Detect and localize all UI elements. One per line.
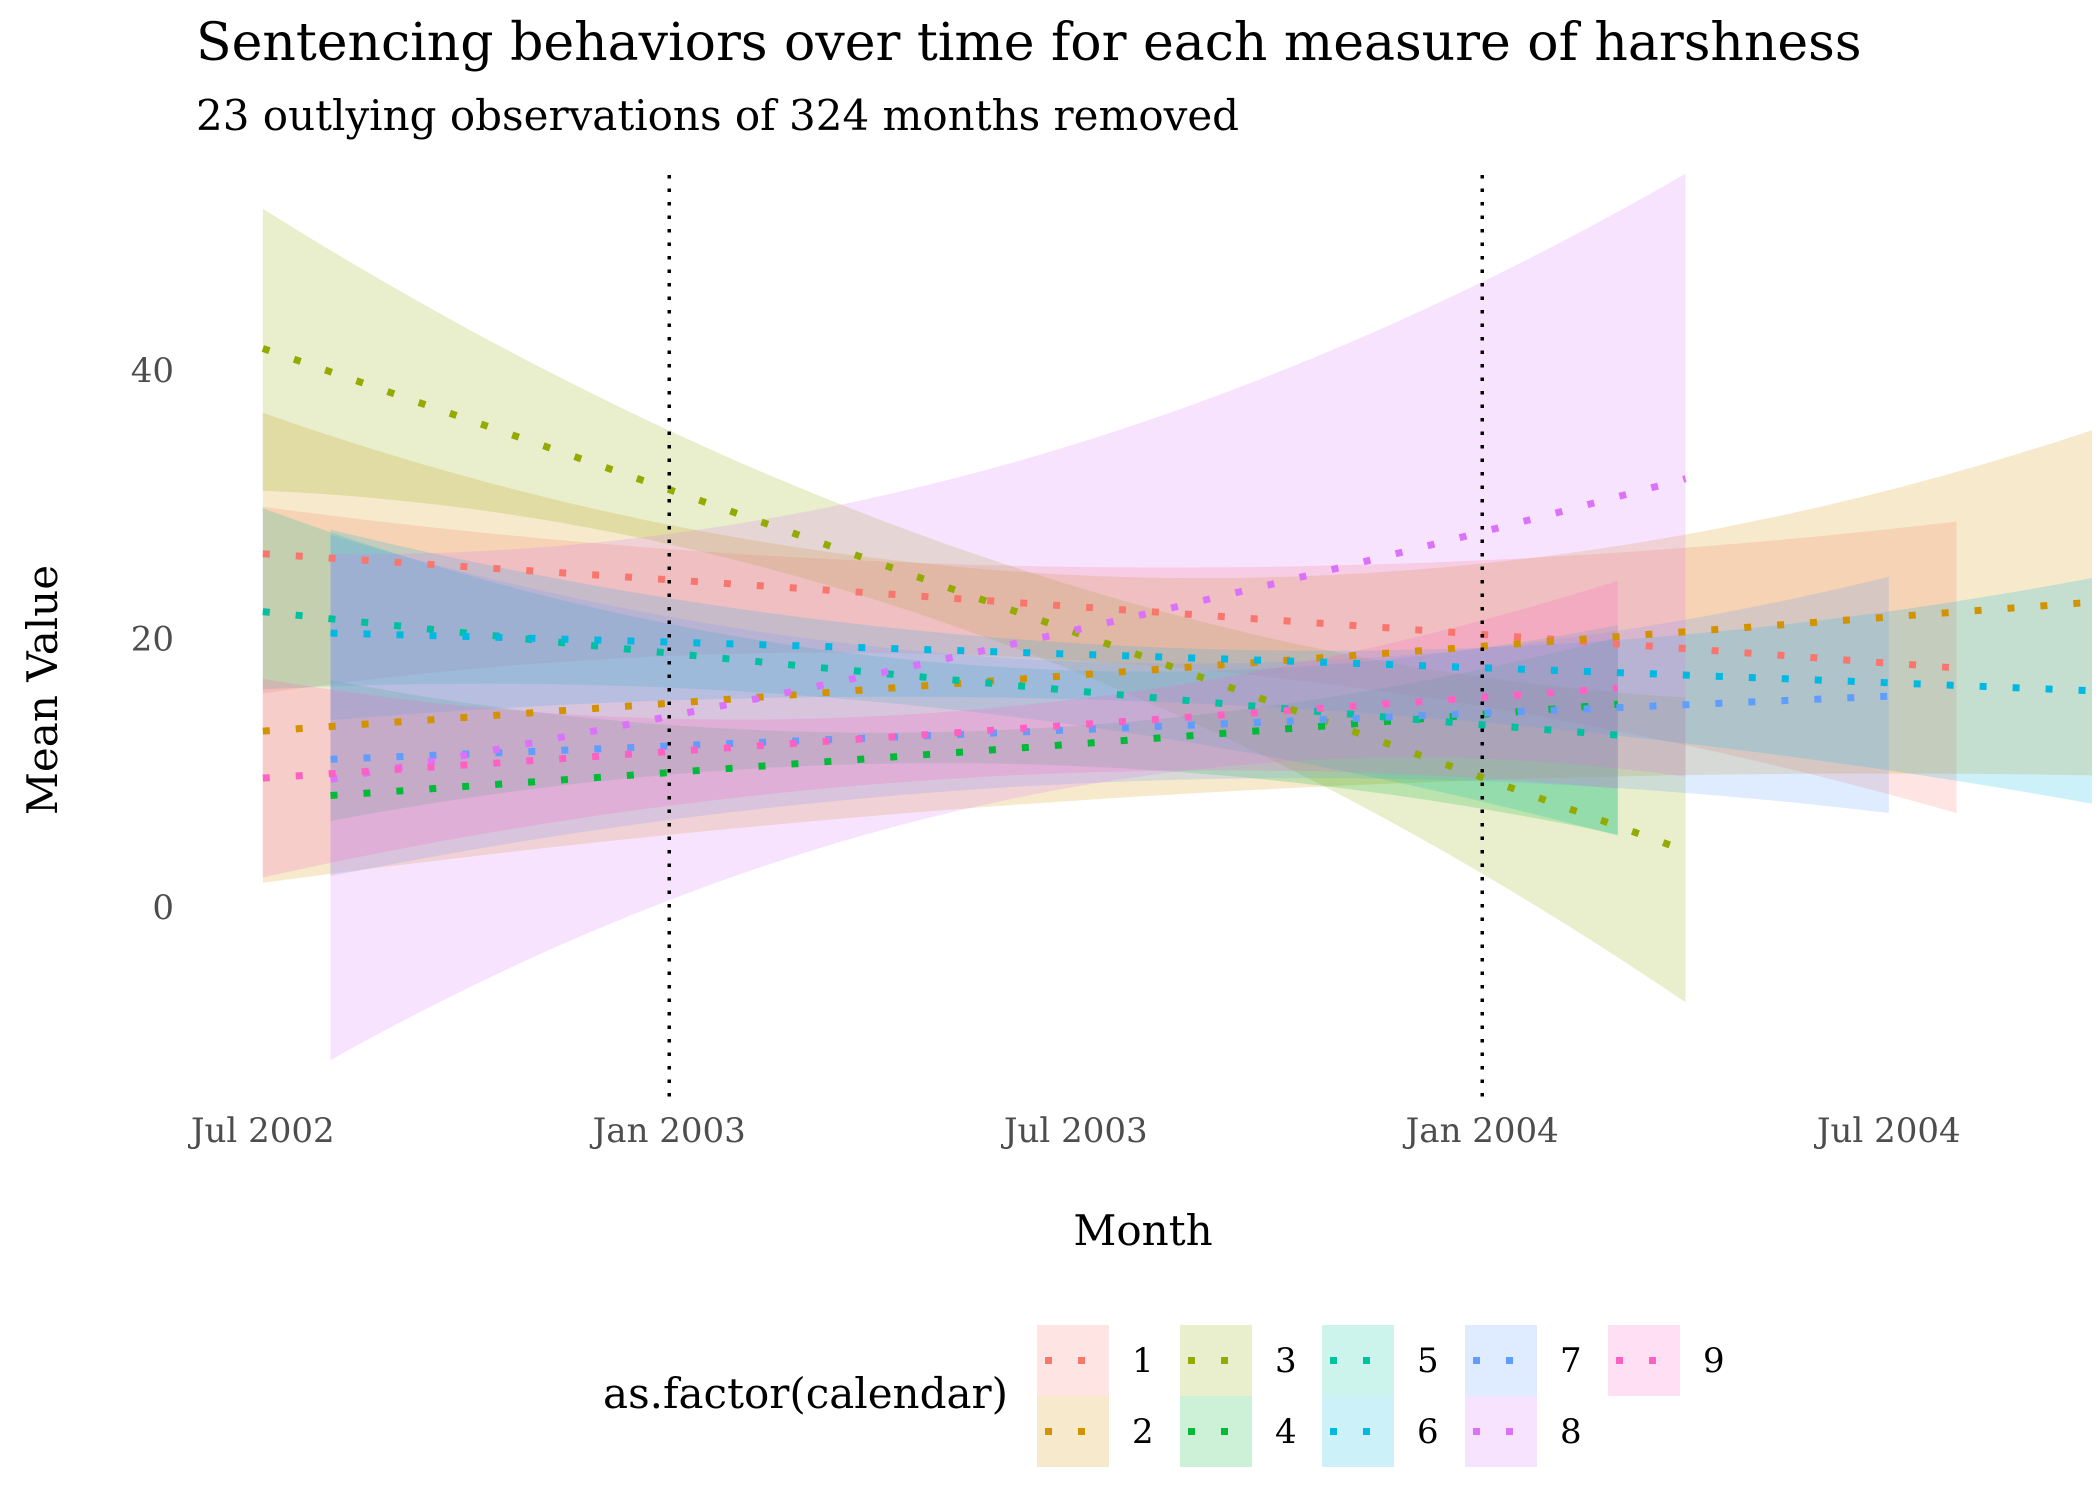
legend-label: 6 [1417, 1412, 1439, 1452]
ribbon-series-9 [262, 580, 1618, 878]
ribbon-series-2 [262, 412, 2092, 883]
axes: 0 20 40 Jul 2002 Jan 2003 Jul 2003 Jan 2004 Jul… [131, 351, 1961, 1151]
legend-label: 3 [1275, 1341, 1297, 1381]
line-group [261, 345, 2093, 854]
ribbon-series-4 [330, 637, 1618, 835]
ribbon-series-8 [330, 173, 1686, 1061]
line-series-3 [261, 345, 1687, 854]
line-series-8 [329, 475, 1687, 783]
x-tick-label: Jan 2003 [590, 1111, 746, 1151]
legend-label: 2 [1132, 1412, 1154, 1452]
y-tick-label: 0 [152, 888, 174, 928]
y-tick-label: 40 [131, 351, 174, 391]
legend-key-8 [1465, 1396, 1537, 1467]
x-tick-label: Jan 2004 [1403, 1111, 1559, 1151]
legend-key-1 [1037, 1325, 1109, 1396]
legend-title: as.factor(calendar) [603, 1369, 1008, 1418]
y-axis-title: Mean Value [18, 565, 67, 815]
legend-label: 9 [1703, 1341, 1725, 1381]
legend-key-6 [1322, 1396, 1394, 1467]
ribbon-group [262, 173, 2092, 1061]
chart-title: Sentencing behaviors over time for each … [196, 13, 1862, 73]
ribbon-series-1 [262, 506, 1957, 813]
legend-key-7 [1465, 1325, 1537, 1396]
legend-key-9 [1608, 1325, 1680, 1396]
legend-label: 5 [1417, 1341, 1439, 1381]
legend-label: 4 [1275, 1412, 1297, 1452]
plot-area [261, 173, 2093, 1098]
ribbon-series-3 [262, 208, 1686, 1003]
y-tick-label: 20 [131, 619, 174, 659]
legend-key-5 [1322, 1325, 1394, 1396]
chart-subtitle: 23 outlying observations of 324 months r… [196, 91, 1239, 140]
x-tick-label: Jul 2003 [1001, 1111, 1148, 1151]
ribbon-series-7 [330, 535, 1889, 877]
legend-label: 1 [1132, 1341, 1154, 1381]
ribbon-series-6 [330, 529, 2092, 804]
ribbon-series-5 [262, 508, 1618, 836]
legend-label: 8 [1560, 1412, 1582, 1452]
legend-label: 7 [1560, 1341, 1582, 1381]
x-tick-label: Jul 2002 [188, 1111, 335, 1151]
x-axis-title: Month [1073, 1206, 1212, 1255]
legend: as.factor(calendar) 1 2 3 4 5 6 7 8 9 [603, 1325, 1725, 1467]
x-tick-label: Jul 2004 [1814, 1111, 1961, 1151]
legend-key-4 [1180, 1396, 1252, 1467]
legend-key-2 [1037, 1396, 1109, 1467]
legend-key-3 [1180, 1325, 1252, 1396]
